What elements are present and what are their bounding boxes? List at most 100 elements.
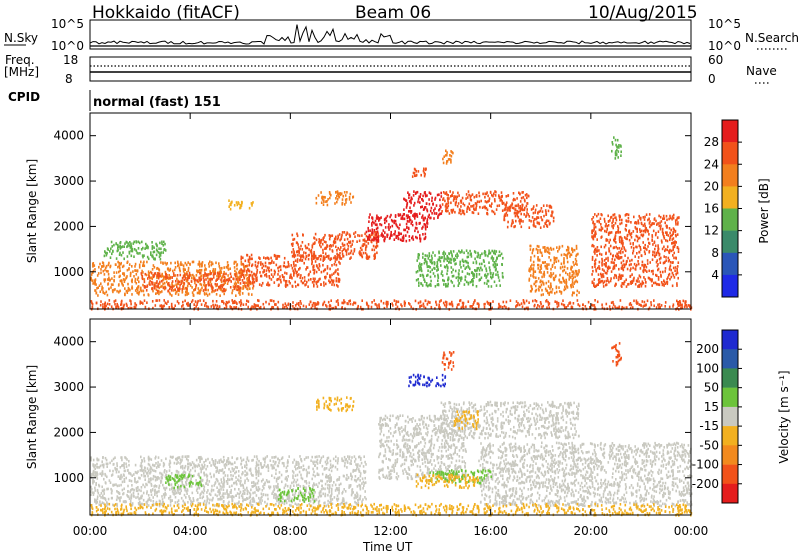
power-cell (447, 199, 449, 203)
power-cell (104, 278, 106, 281)
power-cell (260, 261, 262, 264)
velocity-cell (155, 466, 158, 469)
power-cell (328, 191, 331, 194)
power-cell (106, 293, 109, 297)
velocity-cell (255, 494, 258, 497)
velocity-cell (355, 496, 357, 500)
power-cell (320, 283, 322, 286)
power-cell (562, 269, 564, 273)
power-cell (642, 241, 644, 244)
power-cell (522, 196, 525, 199)
velocity-cell (189, 468, 192, 472)
power-cell (619, 299, 622, 302)
power-cell (446, 264, 448, 267)
power-cell (239, 282, 242, 285)
power-cell (385, 300, 388, 304)
power-cell (165, 263, 168, 266)
velocity-cell (123, 466, 126, 469)
power-cell (666, 248, 669, 252)
power-cell (351, 243, 353, 246)
power-cell (547, 280, 550, 283)
power-cell (672, 216, 675, 220)
velocity-cell (107, 497, 110, 501)
power-cell (574, 275, 576, 279)
power-cell (122, 305, 125, 308)
power-cell (652, 269, 654, 273)
power-cell (242, 285, 244, 288)
power-cell (607, 214, 609, 218)
power-cell (364, 232, 366, 236)
power-cell (605, 283, 608, 286)
power-cell (204, 288, 207, 291)
power-cell (299, 258, 302, 262)
power-cell (598, 281, 600, 285)
power-cell (403, 198, 406, 201)
power-cell (556, 302, 558, 305)
power-cell (607, 267, 610, 270)
velocity-cell (114, 456, 116, 459)
power-cell (663, 284, 665, 287)
power-cell (676, 299, 678, 303)
power-cell (644, 278, 646, 281)
power-cell (285, 280, 288, 283)
power-cell (249, 274, 252, 277)
power-cell (428, 301, 431, 304)
power-cell (616, 252, 618, 256)
power-cell (654, 247, 656, 251)
power-cell (642, 224, 645, 227)
velocity-cell (310, 459, 312, 462)
power-cell (156, 280, 158, 283)
power-cell (342, 254, 345, 258)
power-cell (377, 232, 379, 236)
power-cell (248, 255, 251, 259)
power-cell (145, 289, 148, 292)
power-cell (376, 214, 378, 218)
power-cell (462, 301, 465, 305)
power-cell (363, 243, 366, 246)
power-cell (663, 237, 666, 240)
power-cell (593, 234, 596, 238)
power-cell (484, 251, 487, 254)
power-cell (139, 300, 142, 303)
power-cell (413, 204, 415, 207)
power-cell (268, 261, 270, 265)
power-cell (302, 255, 305, 259)
power-cell (619, 256, 622, 260)
power-cell (184, 261, 187, 265)
power-cell (617, 231, 620, 234)
power-cell (473, 208, 476, 211)
power-cell (622, 282, 624, 285)
power-cell (178, 280, 181, 284)
power-cell (229, 286, 232, 289)
power-cell (408, 239, 411, 242)
power-cell (523, 208, 526, 212)
power-cell (548, 252, 551, 255)
power-cell (105, 304, 107, 308)
power-cell (225, 266, 228, 269)
power-cell (316, 280, 319, 283)
power-cell (536, 221, 539, 224)
power-cell (440, 264, 442, 267)
power-cell (628, 263, 631, 267)
power-cell (558, 245, 561, 249)
power-cell (341, 250, 344, 253)
power-cell (408, 227, 410, 231)
power-cell (184, 273, 187, 276)
power-cell (470, 255, 473, 258)
velocity-cell (280, 473, 283, 477)
power-cell (620, 267, 623, 270)
power-cell (514, 214, 517, 218)
power-cell (123, 280, 126, 283)
power-cell (390, 230, 392, 234)
power-cell (657, 222, 659, 225)
power-cell (471, 204, 474, 208)
power-cell (238, 287, 240, 291)
power-cell (469, 253, 472, 256)
power-cell (611, 141, 614, 144)
power-cell (216, 304, 218, 308)
power-cell (550, 290, 553, 294)
power-cell (648, 306, 651, 310)
power-cell (264, 261, 267, 265)
velocity-cell (155, 485, 158, 488)
power-cell (666, 239, 669, 243)
